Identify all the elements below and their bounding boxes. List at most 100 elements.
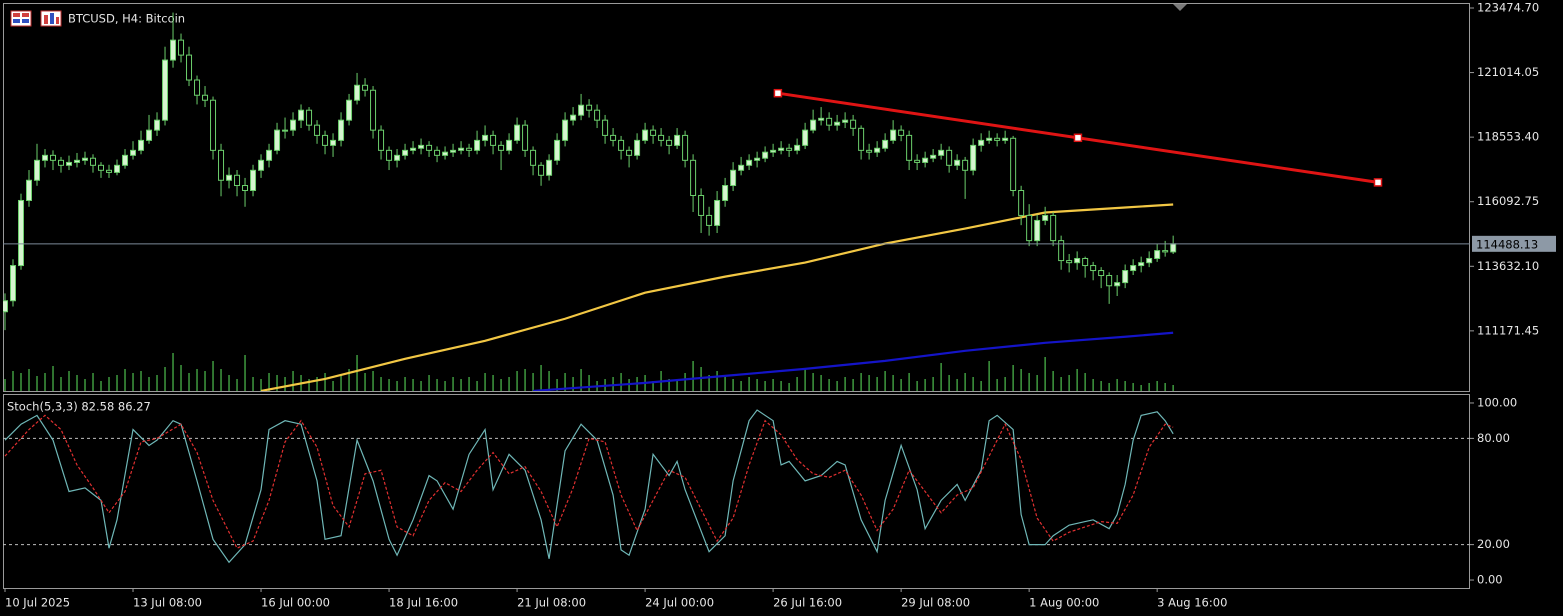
stoch-panel bbox=[3, 394, 1470, 589]
x-tick-label: 21 Jul 08:00 bbox=[517, 596, 586, 610]
candle-body bbox=[90, 157, 97, 166]
candle-body bbox=[42, 154, 49, 161]
x-tick-label: 29 Jul 08:00 bbox=[901, 596, 970, 610]
candle-body bbox=[202, 94, 209, 101]
candle-body bbox=[218, 149, 225, 181]
y-tick-label: 111171.45 bbox=[1477, 323, 1539, 337]
candle-body bbox=[602, 119, 609, 136]
candle-body bbox=[1050, 214, 1057, 242]
candle-body bbox=[746, 159, 753, 166]
candle-body bbox=[826, 117, 833, 126]
candle-body bbox=[1066, 260, 1073, 264]
candle-body bbox=[842, 119, 849, 123]
candle-body bbox=[730, 169, 737, 187]
candle-body bbox=[322, 134, 329, 146]
candle-body bbox=[1042, 214, 1049, 221]
candle-body bbox=[1114, 282, 1121, 287]
y-tick-label: 113632.10 bbox=[1477, 259, 1539, 273]
candle-body bbox=[1146, 257, 1153, 264]
candle-body bbox=[794, 144, 801, 151]
candle-body bbox=[426, 144, 433, 151]
candle-body bbox=[106, 169, 113, 173]
candle-body bbox=[378, 129, 385, 151]
candle-body bbox=[1130, 265, 1137, 272]
candle-body bbox=[370, 89, 377, 131]
price-plot bbox=[3, 12, 1470, 391]
last-price-label: 114488.13 bbox=[1476, 237, 1538, 251]
candle-body bbox=[82, 157, 89, 161]
candle-body bbox=[1010, 137, 1017, 192]
candle-body bbox=[170, 39, 177, 61]
x-tick-label: 16 Jul 00:00 bbox=[261, 596, 330, 610]
candle-body bbox=[610, 134, 617, 141]
candle-body bbox=[338, 119, 345, 141]
icon-cell bbox=[22, 19, 29, 23]
candle-body bbox=[1074, 257, 1081, 264]
candle-body bbox=[690, 159, 697, 196]
candle-body bbox=[314, 124, 321, 136]
candle-body bbox=[242, 185, 249, 192]
candle-body bbox=[386, 149, 393, 161]
trend-handle bbox=[1073, 133, 1083, 143]
candle-body bbox=[650, 129, 657, 136]
candle-body bbox=[938, 149, 945, 156]
candle-body bbox=[442, 151, 449, 156]
candle-body bbox=[762, 151, 769, 159]
candle-body bbox=[10, 265, 17, 302]
x-tick-label: 10 Jul 2025 bbox=[5, 596, 70, 610]
candle-body bbox=[778, 147, 785, 151]
candle-body bbox=[946, 149, 953, 166]
candle-body bbox=[138, 139, 145, 151]
candle-body bbox=[834, 121, 841, 126]
candle-body bbox=[362, 84, 369, 91]
candle-body bbox=[570, 114, 577, 121]
candle-body bbox=[1090, 265, 1097, 272]
stoch-line bbox=[4, 409, 1174, 564]
candle-body bbox=[642, 129, 649, 141]
chart-title: BTCUSD, H4: Bitcoin bbox=[68, 12, 185, 26]
candle-body bbox=[458, 147, 465, 151]
candle-body bbox=[290, 119, 297, 131]
trend-handle bbox=[1373, 178, 1383, 187]
candle-body bbox=[402, 149, 409, 156]
candle-body bbox=[554, 139, 561, 161]
icon-bar bbox=[44, 15, 48, 24]
candle-body bbox=[490, 134, 497, 146]
candle-body bbox=[1034, 219, 1041, 242]
y-tick-label: 116092.75 bbox=[1477, 194, 1539, 208]
candle-body bbox=[354, 84, 361, 101]
x-tick-label: 1 Aug 00:00 bbox=[1029, 596, 1099, 610]
candle-body bbox=[66, 161, 73, 166]
trend-handle bbox=[773, 88, 783, 98]
candle-body bbox=[850, 119, 857, 129]
x-tick-label: 13 Jul 08:00 bbox=[133, 596, 202, 610]
candle-body bbox=[450, 149, 457, 153]
x-tick-label: 26 Jul 16:00 bbox=[773, 596, 842, 610]
candle-body bbox=[874, 147, 881, 153]
candle-body bbox=[210, 99, 217, 151]
candle-body bbox=[186, 54, 193, 81]
candle-body bbox=[1018, 190, 1025, 216]
candle-body bbox=[306, 109, 313, 126]
candle-body bbox=[1154, 250, 1161, 259]
y-tick-label: 118553.40 bbox=[1477, 130, 1539, 144]
candle-body bbox=[3, 300, 9, 313]
candle-body bbox=[1098, 270, 1105, 277]
candle-body bbox=[146, 129, 153, 141]
candle-body bbox=[970, 144, 977, 171]
last-price-box bbox=[1472, 235, 1556, 252]
candle-body bbox=[154, 119, 161, 131]
candle-body bbox=[810, 119, 817, 131]
candle-body bbox=[1026, 214, 1033, 242]
candle-body bbox=[698, 194, 705, 216]
candle-body bbox=[50, 154, 57, 161]
candle-body bbox=[994, 137, 1001, 141]
candle-body bbox=[482, 134, 489, 141]
candle-body bbox=[162, 59, 169, 121]
candle-body bbox=[890, 129, 897, 141]
candle-body bbox=[466, 147, 473, 151]
candle-body bbox=[658, 134, 665, 141]
candle-body bbox=[546, 159, 553, 176]
candle-body bbox=[1122, 270, 1129, 284]
candle-body bbox=[674, 134, 681, 146]
